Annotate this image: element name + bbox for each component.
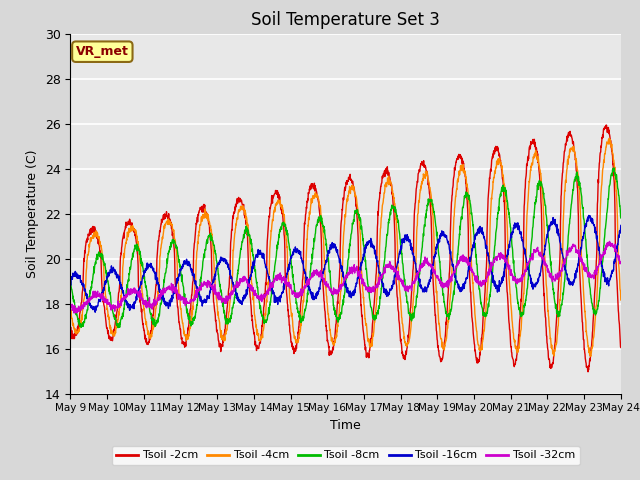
Title: Soil Temperature Set 3: Soil Temperature Set 3 [251, 11, 440, 29]
Legend: Tsoil -2cm, Tsoil -4cm, Tsoil -8cm, Tsoil -16cm, Tsoil -32cm: Tsoil -2cm, Tsoil -4cm, Tsoil -8cm, Tsoi… [111, 446, 580, 465]
Y-axis label: Soil Temperature (C): Soil Temperature (C) [26, 149, 39, 278]
Text: VR_met: VR_met [76, 45, 129, 58]
X-axis label: Time: Time [330, 419, 361, 432]
